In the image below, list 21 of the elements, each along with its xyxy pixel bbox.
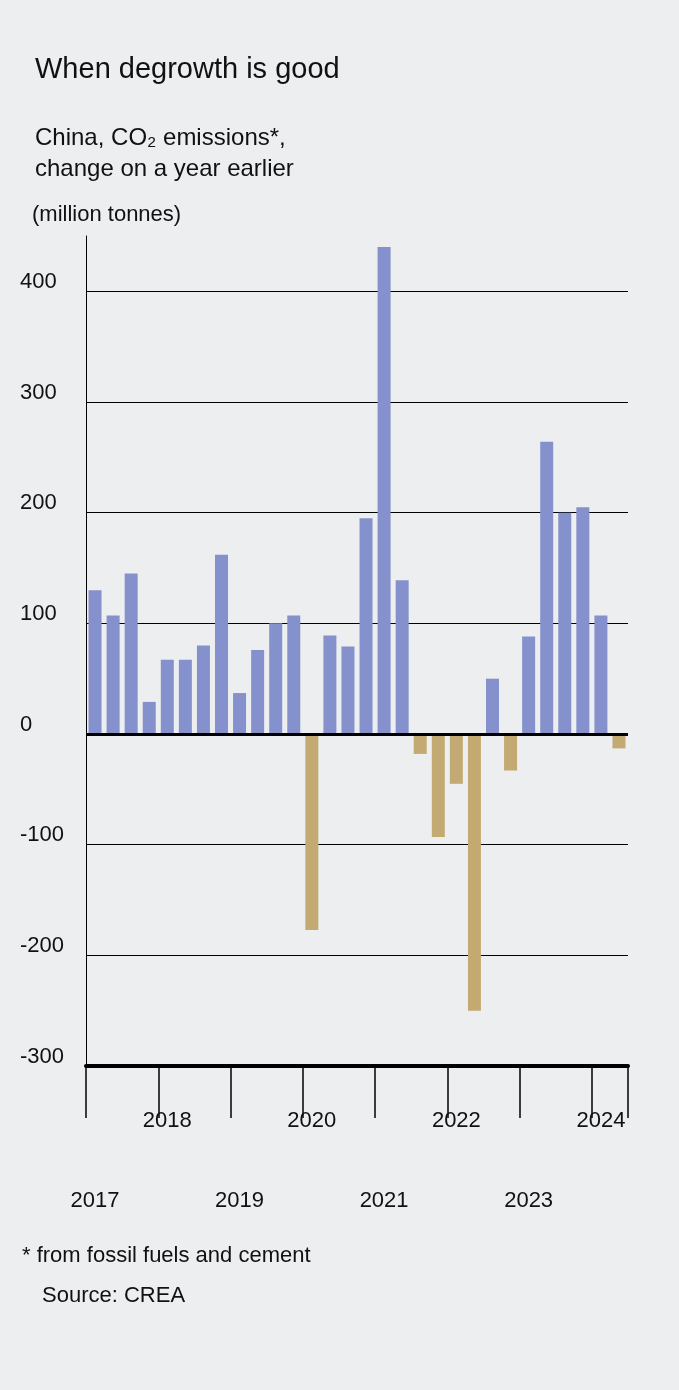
chart-title: When degrowth is good [35, 51, 340, 84]
y-tick-label: 300 [20, 378, 57, 404]
x-tick-label: 2018 [142, 1106, 192, 1132]
y-tick-label: 0 [20, 710, 33, 736]
source-note: Source: CREA [42, 1281, 186, 1307]
x-tick-label: 2021 [359, 1186, 409, 1212]
x-tick-label: 2024 [576, 1106, 626, 1132]
x-tick-label: 2019 [215, 1186, 265, 1212]
x-tick-label: 2023 [504, 1186, 554, 1212]
chart-subtitle: China, CO₂ emissions*, change on a year earlier [35, 123, 294, 181]
y-tick-label: -300 [20, 1042, 65, 1068]
x-tick-label: 2020 [287, 1106, 337, 1132]
y-tick-label: 200 [20, 489, 57, 515]
y-tick-label: 100 [20, 599, 57, 625]
y-tick-label: -200 [20, 931, 65, 957]
x-tick-label: 2022 [431, 1106, 481, 1132]
y-tick-label: -100 [20, 821, 65, 847]
y-axis-title: (million tonnes) [32, 200, 182, 226]
y-tick-label: 400 [20, 267, 57, 293]
x-tick-label: 2017 [70, 1186, 120, 1212]
text: * from fossil fuels and cement [22, 1241, 311, 1267]
